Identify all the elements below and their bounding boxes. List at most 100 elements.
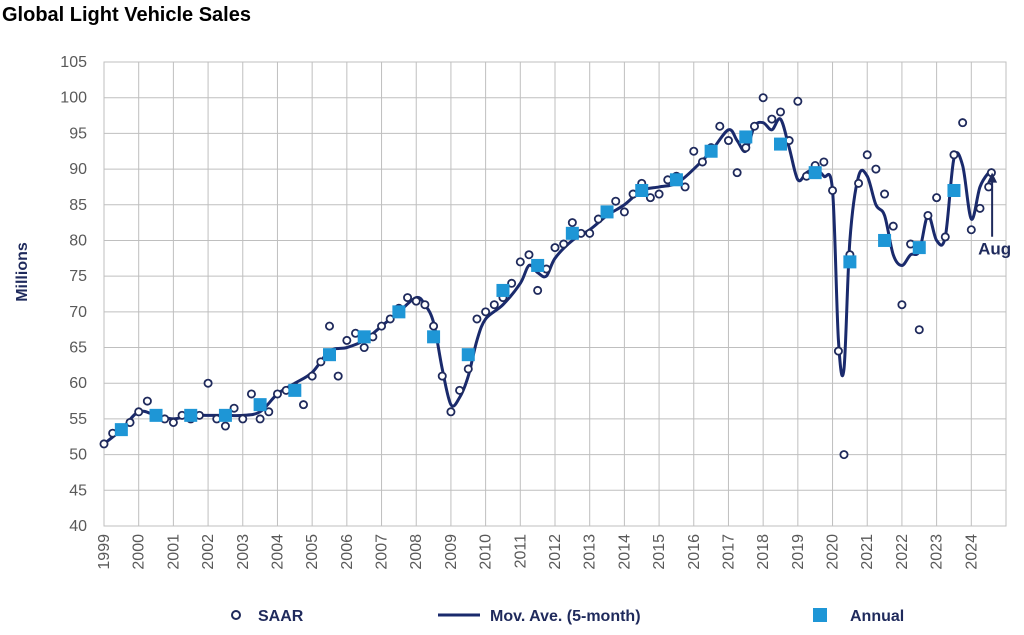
saar-point [697, 157, 707, 167]
annual-point [565, 226, 579, 240]
annotation: Aug [978, 172, 1011, 259]
x-tick-label: 2023 [929, 534, 946, 570]
saar-point [593, 214, 603, 224]
x-tick-label: 2014 [616, 534, 633, 570]
x-tick-label: 2021 [859, 534, 876, 570]
saar-point [567, 218, 577, 228]
x-tick-label: 2022 [894, 534, 911, 570]
legend-annual-marker [813, 608, 827, 622]
saar-point [168, 417, 178, 427]
saar-point [359, 343, 369, 353]
saar-point [715, 121, 725, 131]
saar-point [420, 300, 430, 310]
saar-point [385, 314, 395, 324]
saar-point [342, 335, 352, 345]
annual-point [808, 166, 822, 180]
saar-point [776, 107, 786, 117]
annual-point [496, 283, 510, 297]
saar-point [767, 114, 777, 124]
saar-point [758, 93, 768, 103]
annual-point [323, 348, 336, 362]
saar-point [958, 118, 968, 128]
x-tick-label: 2008 [408, 534, 425, 570]
saar-point [839, 450, 849, 460]
legend-mov-ave-label: Mov. Ave. (5-month) [490, 608, 641, 625]
saar-point [455, 385, 465, 395]
saar-point [862, 150, 872, 160]
saar-point [403, 293, 413, 303]
series-layer [99, 93, 996, 460]
saar-point [229, 403, 239, 413]
x-tick-label: 2001 [165, 534, 182, 570]
x-tick-label: 2013 [582, 534, 599, 570]
x-tick-label: 2007 [374, 534, 391, 570]
saar-point [854, 178, 864, 188]
annual-point [947, 183, 961, 197]
y-tick-label: 85 [69, 197, 87, 214]
annual-point [669, 173, 683, 187]
x-tick-label: 2019 [790, 534, 807, 570]
annual-point [184, 408, 198, 422]
saar-point [585, 228, 595, 238]
x-tick-label: 2017 [720, 534, 737, 570]
x-tick-label: 2004 [269, 534, 286, 570]
saar-point [833, 346, 843, 356]
plot-area-frame [103, 61, 1007, 527]
x-tick-label: 2009 [443, 534, 460, 570]
saar-point [611, 196, 621, 206]
y-tick-label: 40 [69, 518, 87, 535]
saar-point [749, 121, 759, 131]
saar-point [871, 164, 881, 174]
y-tick-label: 55 [69, 411, 87, 428]
x-tick-label: 2020 [825, 534, 842, 570]
saar-point [897, 300, 907, 310]
saar-point [645, 193, 655, 203]
annual-point [878, 233, 892, 247]
y-tick-label: 80 [69, 232, 87, 249]
saar-point [828, 185, 838, 195]
annual-point [392, 305, 406, 319]
mov-ave-line [103, 117, 993, 446]
saar-point [689, 146, 699, 156]
y-tick-label: 65 [69, 340, 87, 357]
annual-point [288, 383, 302, 397]
annual-point [843, 255, 857, 269]
x-tick-label: 2016 [686, 534, 703, 570]
saar-point [732, 168, 742, 178]
saar-point [559, 239, 569, 249]
y-tick-label: 95 [69, 125, 87, 142]
annual-point [357, 330, 371, 344]
saar-point [923, 210, 933, 220]
y-tick-label: 100 [60, 90, 87, 107]
y-tick-label: 105 [60, 54, 87, 71]
annual-point [704, 144, 718, 158]
y-tick-label: 45 [69, 482, 87, 499]
saar-point [515, 257, 525, 267]
saar-point [463, 364, 473, 374]
x-tick-label: 2012 [547, 534, 564, 570]
saar-point [125, 417, 135, 427]
saar-point [246, 389, 256, 399]
x-axis-ticks: 1999 2000 2001 2002 2003 2004 2005 2006 2007 2008… [96, 534, 980, 570]
x-tick-label: 1999 [96, 534, 113, 570]
annual-point [218, 408, 232, 422]
saar-point [272, 389, 282, 399]
y-axis-label: Millions [14, 242, 31, 302]
saar-point [619, 207, 629, 217]
legend-saar-marker [231, 610, 241, 620]
saar-point [298, 400, 308, 410]
saar-point [533, 285, 543, 295]
x-tick-label: 2002 [200, 534, 217, 570]
saar-point [411, 296, 421, 306]
saar-point [932, 193, 942, 203]
x-tick-label: 2005 [304, 534, 321, 570]
saar-point [819, 157, 829, 167]
annual-point [531, 258, 545, 272]
gridlines [103, 61, 1006, 527]
legend: SAAR Mov. Ave. (5-month) Annual [231, 608, 904, 625]
annual-point [114, 423, 128, 437]
saar-point [307, 371, 317, 381]
saar-point [507, 278, 517, 288]
saar-point [472, 314, 482, 324]
